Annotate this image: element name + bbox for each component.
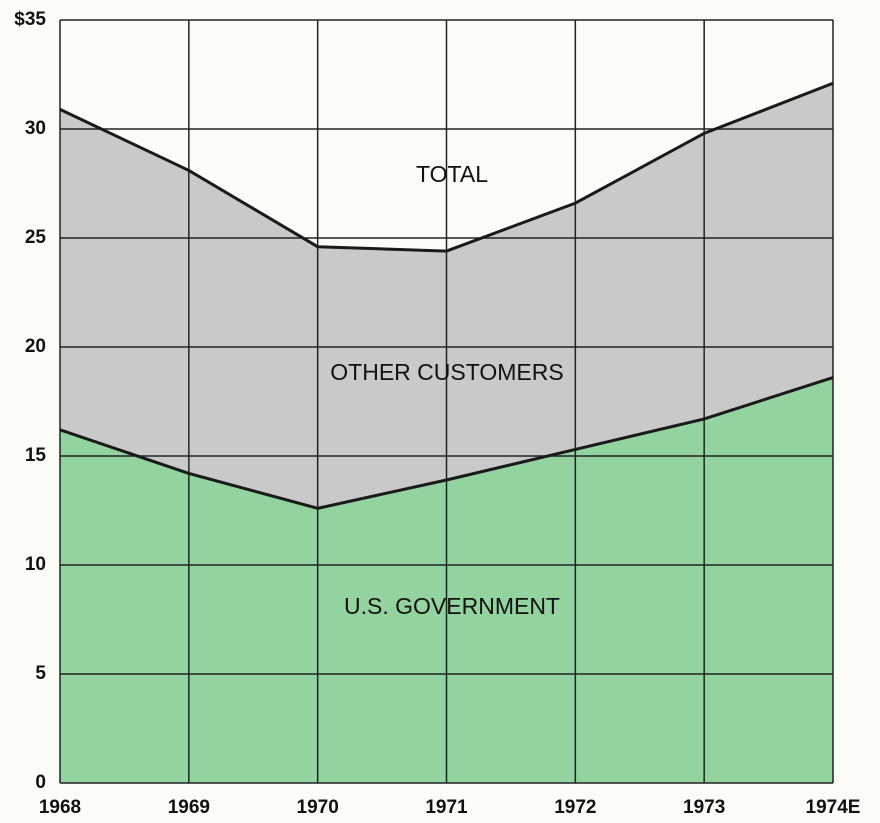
y-tick-label: 25 — [25, 227, 47, 248]
x-tick-label: 1971 — [425, 797, 468, 818]
y-tick-label: 0 — [35, 772, 46, 793]
y-tick-label: 5 — [35, 663, 46, 684]
y-tick-label: 15 — [25, 445, 47, 466]
y-tick-label: $35 — [14, 9, 46, 30]
x-tick-label: 1970 — [297, 797, 339, 818]
x-tick-label: 1973 — [683, 797, 725, 818]
x-tick-label: 1972 — [554, 797, 596, 818]
y-tick-label: 20 — [25, 336, 46, 357]
x-tick-label: 1968 — [39, 797, 81, 818]
area-top-line — [59, 81, 834, 253]
y-tick-label: 10 — [25, 554, 46, 575]
y-tick-label: 30 — [25, 118, 46, 139]
x-tick-label: 1969 — [168, 797, 210, 818]
area-top-line — [59, 376, 834, 510]
series-label: OTHER CUSTOMERS — [330, 359, 563, 385]
total-label: TOTAL — [416, 161, 488, 187]
x-tick-label: 1974E — [806, 797, 861, 818]
series-label: U.S. GOVERNMENT — [344, 593, 560, 619]
